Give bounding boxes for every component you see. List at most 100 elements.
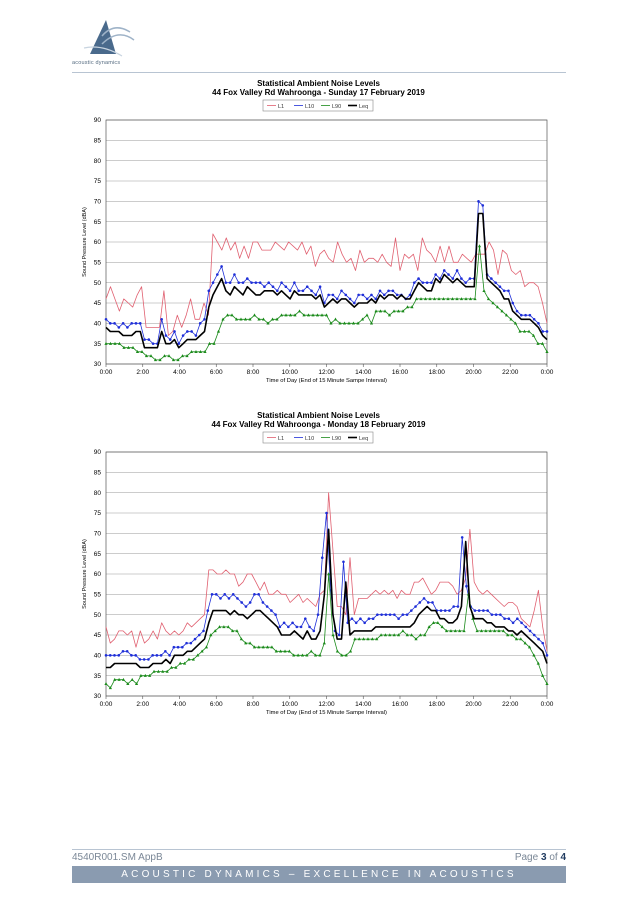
data-point	[151, 342, 155, 345]
data-point	[414, 605, 417, 608]
data-point	[253, 593, 256, 596]
data-point	[293, 313, 297, 317]
data-point	[288, 289, 292, 293]
data-point	[342, 560, 345, 564]
y-tick-label: 35	[94, 673, 102, 680]
data-point	[450, 297, 455, 301]
data-point	[214, 593, 218, 596]
data-point	[491, 301, 495, 305]
data-point	[257, 317, 261, 321]
y-tick-label: 90	[94, 449, 102, 456]
data-point	[421, 281, 425, 284]
data-point	[138, 322, 142, 325]
data-point	[431, 601, 434, 604]
data-point	[297, 289, 300, 293]
data-point	[414, 297, 419, 301]
data-point	[244, 605, 248, 608]
data-point	[292, 653, 296, 657]
data-point	[186, 330, 189, 333]
data-point	[125, 649, 129, 653]
data-point	[344, 653, 348, 657]
data-point	[181, 334, 185, 337]
footer-tagline: ACOUSTIC DYNAMICS – EXCELLENCE IN ACOUST…	[72, 866, 566, 883]
data-point	[300, 653, 305, 657]
data-point	[532, 653, 536, 657]
data-point	[206, 609, 210, 612]
data-point	[504, 313, 509, 317]
data-point	[357, 637, 361, 641]
data-point	[397, 617, 400, 621]
series-line-leq	[105, 212, 548, 349]
data-point	[168, 654, 171, 657]
data-point	[430, 281, 433, 284]
series-line-l1	[105, 492, 548, 652]
data-point	[462, 629, 466, 633]
data-point	[216, 273, 219, 276]
data-point	[375, 637, 379, 641]
data-point	[396, 633, 401, 637]
data-point	[495, 305, 500, 309]
data-point	[417, 277, 420, 280]
data-point	[263, 285, 266, 289]
data-point	[527, 645, 532, 649]
data-point	[122, 345, 126, 349]
data-point	[295, 625, 299, 629]
data-point	[315, 313, 320, 317]
series-line-l1	[105, 233, 548, 336]
data-point	[178, 661, 182, 665]
data-point	[270, 645, 274, 649]
data-point	[384, 613, 388, 616]
data-point	[213, 629, 217, 633]
data-point	[320, 556, 324, 560]
data-point	[305, 285, 309, 289]
legend-label-leq: Leq	[359, 104, 368, 110]
data-point	[257, 593, 260, 596]
data-point	[458, 629, 462, 633]
data-point	[449, 629, 453, 633]
data-point	[261, 601, 265, 604]
legend-label-l90: L90	[332, 104, 341, 110]
data-point	[174, 665, 178, 669]
x-tick-label: 16:00	[392, 369, 409, 376]
data-point	[318, 285, 322, 289]
data-point	[388, 633, 392, 637]
data-point	[451, 277, 455, 280]
data-point	[536, 341, 540, 345]
legend-label-leq: Leq	[359, 436, 368, 442]
x-tick-label: 10:00	[282, 369, 299, 376]
data-point	[104, 341, 108, 345]
data-point	[366, 637, 370, 641]
data-point	[438, 277, 442, 280]
data-point	[302, 313, 306, 317]
data-point	[130, 654, 133, 657]
data-point	[236, 597, 239, 600]
data-point	[494, 613, 498, 616]
data-point	[117, 326, 121, 329]
y-tick-label: 60	[94, 571, 102, 578]
data-point	[279, 649, 283, 653]
data-point	[333, 317, 338, 321]
data-point	[383, 309, 387, 313]
data-point	[509, 317, 513, 321]
data-point	[241, 281, 245, 284]
data-point	[207, 289, 211, 293]
page-current: 3	[540, 852, 547, 863]
data-point	[244, 641, 248, 645]
y-tick-label: 75	[94, 178, 102, 185]
x-tick-label: 12:00	[318, 369, 335, 376]
data-point	[306, 313, 311, 317]
data-point	[265, 605, 269, 608]
data-point	[113, 322, 116, 325]
data-point	[271, 285, 275, 289]
data-point	[194, 350, 198, 353]
data-point	[360, 317, 365, 321]
y-tick-label: 45	[94, 632, 102, 639]
data-point	[432, 297, 437, 301]
data-point	[520, 313, 523, 317]
page-number: Page 3 of 4	[515, 852, 566, 863]
data-point	[376, 613, 379, 616]
data-point	[237, 281, 241, 284]
series-leq	[105, 212, 548, 349]
data-point	[134, 322, 138, 325]
data-point	[418, 601, 422, 604]
